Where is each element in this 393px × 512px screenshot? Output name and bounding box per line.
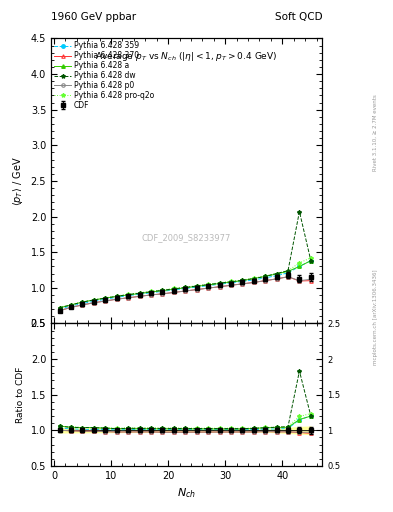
Text: Soft QCD: Soft QCD <box>275 12 322 22</box>
Text: 1960 GeV ppbar: 1960 GeV ppbar <box>51 12 136 22</box>
Y-axis label: $\langle p_T \rangle$ / GeV: $\langle p_T \rangle$ / GeV <box>11 156 25 206</box>
Text: mcplots.cern.ch [arXiv:1306.3436]: mcplots.cern.ch [arXiv:1306.3436] <box>373 270 378 365</box>
Text: Rivet 3.1.10, ≥ 2.7M events: Rivet 3.1.10, ≥ 2.7M events <box>373 95 378 172</box>
Y-axis label: Ratio to CDF: Ratio to CDF <box>16 367 25 423</box>
Text: CDF_2009_S8233977: CDF_2009_S8233977 <box>142 233 231 242</box>
X-axis label: $N_{ch}$: $N_{ch}$ <box>177 486 196 500</box>
Text: Average $p_T$ vs $N_{ch}$ ($|\eta| < 1$, $p_T > 0.4$ GeV): Average $p_T$ vs $N_{ch}$ ($|\eta| < 1$,… <box>95 50 278 63</box>
Legend: Pythia 6.428 359, Pythia 6.428 370, Pythia 6.428 a, Pythia 6.428 dw, Pythia 6.42: Pythia 6.428 359, Pythia 6.428 370, Pyth… <box>53 40 155 111</box>
